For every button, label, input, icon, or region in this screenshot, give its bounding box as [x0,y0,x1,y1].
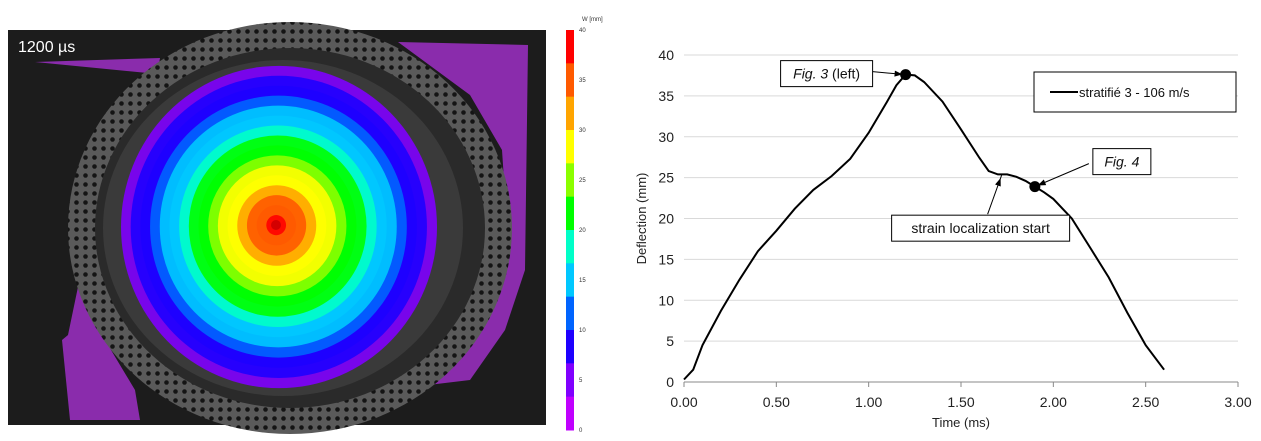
x-tick-label: 2.00 [1040,394,1067,410]
colorbar-segment [566,163,574,198]
colorbar-tick-label: 20 [579,228,586,234]
colorbar-tick-label: 10 [579,328,586,334]
y-tick-label: 35 [658,88,674,104]
annotation-box [780,60,874,88]
colorbar-tick-label: 35 [579,78,586,84]
annotation-box [1092,148,1152,176]
y-axis-title: Deflection (mm) [634,173,649,265]
y-tick-labels: 0 5 10 15 20 25 30 35 40 [658,47,674,390]
y-tick-label: 40 [658,47,674,63]
deflection-chart: 0.00 0.50 1.00 1.50 2.00 2.50 3.00 0 5 10 15 20 25 3… [634,47,1252,430]
colorbar-tick-label: 5 [579,378,583,384]
colorbar-tick-label: 40 [579,28,586,34]
deflection-field-panel: 1200 µs W [mm] 40 35 30 25 20 15 10 5 0 [0,0,610,436]
colorbar-segment [566,263,574,298]
colorbar-tick-label: 30 [579,128,586,134]
colorbar-segment [566,363,574,398]
annotation-label-italic: Fig. 3 [793,66,828,82]
deflection-chart-panel: 0.00 0.50 1.00 1.50 2.00 2.50 3.00 0 5 10 15 20 25 3… [610,0,1261,436]
x-tick-label: 2.50 [1132,394,1159,410]
max-deflection-point [271,220,281,230]
y-tick-label: 20 [658,211,674,227]
colorbar-segment [566,96,574,131]
colorbar-unit-label: W [mm] [582,17,603,23]
annotation-label: Fig. 4 [1104,154,1139,170]
colorbar-segment [566,230,574,264]
y-tick-label: 10 [658,292,674,308]
annotation-label: Fig. 3 (left) [793,66,860,82]
colorbar-segment [566,196,574,231]
colorbar-segment [566,63,574,98]
deflection-field-svg: 1200 µs W [mm] 40 35 30 25 20 15 10 5 0 [8,17,603,434]
annotation-box [891,214,1071,242]
series-line [683,73,1165,381]
annotation-label-italic: Fig. 4 [1104,154,1139,170]
colorbar-ticks: 40 35 30 25 20 15 10 5 0 [579,28,586,434]
x-tick-labels: 0.00 0.50 1.00 1.50 2.00 2.50 3.00 [670,382,1252,410]
annotation-arrowhead [995,177,1001,187]
y-tick-label: 25 [658,170,674,186]
colorbar-tick-label: 15 [579,278,586,284]
y-tick-label: 0 [666,374,674,390]
colorbar-segment [566,130,574,164]
colorbar-segment [566,396,574,431]
y-tick-label: 15 [658,251,674,267]
colorbar-segment [566,30,574,64]
series-markers [900,69,1041,193]
time-stamp-label: 1200 µs [18,39,75,56]
annotations: Fig. 3 (left) Fig. 4 strain localization s… [780,60,1152,242]
colorbar-tick-label: 0 [579,428,583,434]
legend: stratifié 3 - 106 m/s [1033,71,1237,113]
x-tick-label: 3.00 [1224,394,1251,410]
colorbar-tick-label: 25 [579,178,586,184]
x-tick-label: 1.00 [855,394,882,410]
colorbar-segment [566,296,574,331]
annotation-arrowhead [1037,179,1047,186]
y-tick-label: 30 [658,129,674,145]
x-tick-label: 0.00 [670,394,697,410]
x-axis-title: Time (ms) [932,415,990,430]
x-tick-label: 0.50 [763,394,790,410]
x-tick-label: 1.50 [947,394,974,410]
colorbar [566,30,574,431]
legend-entry-label: stratifié 3 - 106 m/s [1079,85,1190,100]
annotation-arrowhead [894,70,903,77]
deflection-contours [121,65,437,389]
annotation-label: strain localization start [911,220,1050,236]
annotation-label-text: strain localization start [911,220,1050,236]
colorbar-segment [566,330,574,364]
annotation-label-text: (left) [828,66,860,82]
y-tick-label: 5 [666,333,674,349]
